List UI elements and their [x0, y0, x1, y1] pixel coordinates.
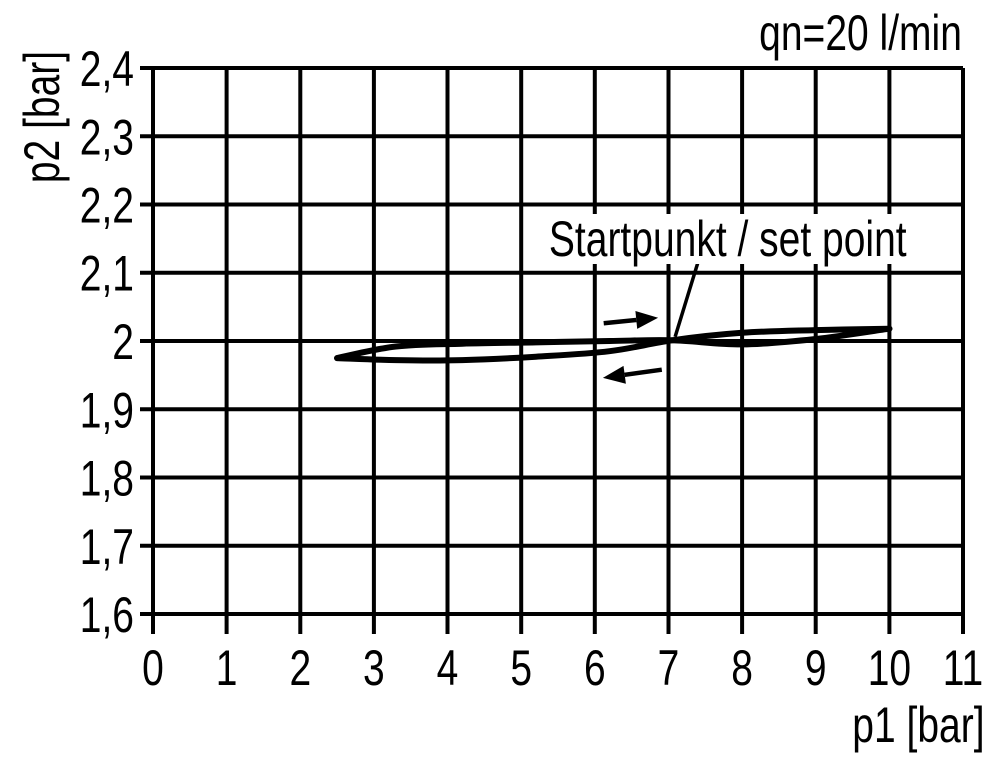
y-tick-label: 1,9	[80, 382, 134, 439]
x-tick-label: 6	[584, 639, 606, 696]
y-tick-label: 1,7	[80, 518, 134, 575]
x-tick-label: 10	[868, 639, 911, 696]
x-tick-label: 5	[510, 639, 532, 696]
y-tick-label: 2,1	[80, 245, 134, 302]
hysteresis-curve	[334, 325, 893, 364]
set-point-label: Startpunkt / set point	[545, 214, 911, 264]
y-axis-title: p2 [bar]	[14, 50, 70, 184]
x-tick-label: 2	[289, 639, 311, 696]
flow-annotation: qn=20 l/min	[759, 5, 962, 61]
y-tick-label: 2	[112, 313, 134, 370]
direction-arrow-head-right-icon	[635, 311, 659, 329]
x-tick-label: 1	[216, 639, 238, 696]
x-tick-label: 3	[363, 639, 385, 696]
direction-arrow-shaft-left	[624, 367, 663, 378]
direction-arrow-shaft-right	[603, 317, 637, 326]
x-tick-label: 7	[658, 639, 680, 696]
x-tick-label: 11	[943, 639, 983, 696]
x-tick-label: 4	[437, 639, 459, 696]
y-tick-label: 2,3	[80, 109, 134, 166]
set-point-leader-line	[673, 261, 700, 338]
y-tick-label: 1,6	[80, 586, 134, 643]
hysteresis-curve	[334, 325, 893, 362]
y-tick-label: 1,8	[80, 450, 134, 507]
y-tick-label: 2,4	[80, 40, 134, 97]
x-tick-label: 9	[805, 639, 827, 696]
direction-arrow-head-left-icon	[602, 365, 626, 384]
y-tick-label: 2,2	[80, 177, 134, 234]
x-tick-label: 0	[142, 639, 164, 696]
x-axis-title: p1 [bar]	[852, 697, 985, 753]
x-tick-label: 8	[731, 639, 753, 696]
